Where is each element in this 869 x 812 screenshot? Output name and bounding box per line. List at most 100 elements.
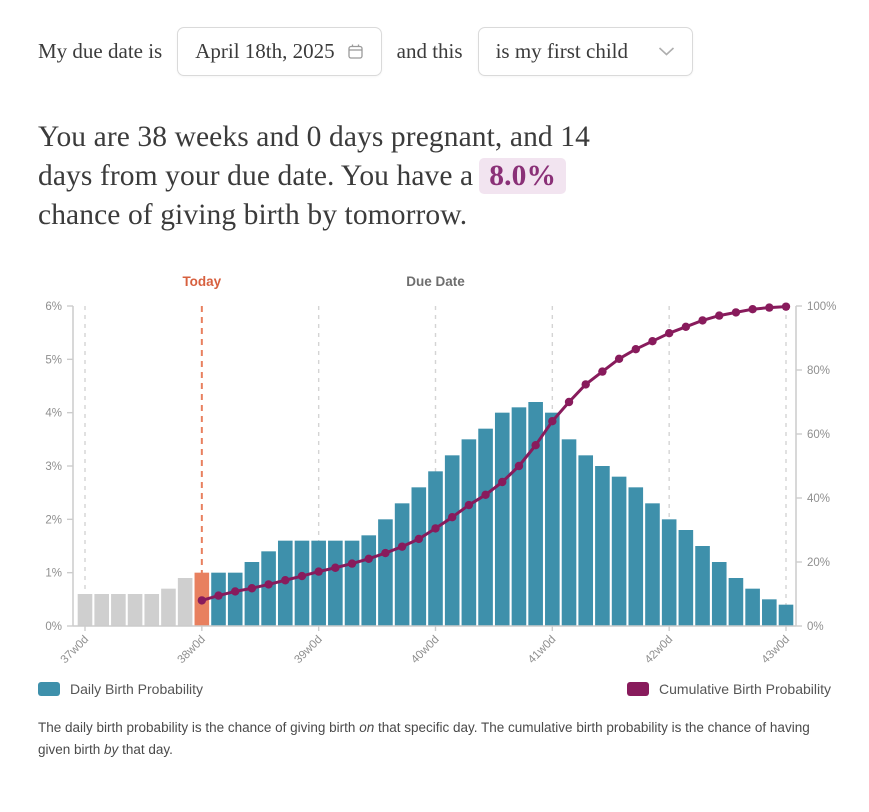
daily-probability-bar[interactable] (595, 465, 610, 626)
cumulative-point[interactable] (681, 322, 691, 331)
daily-probability-bar[interactable] (94, 593, 109, 626)
cumulative-point[interactable] (531, 440, 540, 450)
cumulative-point[interactable] (481, 490, 490, 499)
daily-probability-bar[interactable] (545, 412, 560, 626)
cumulative-point[interactable] (197, 596, 207, 605)
daily-probability-bar[interactable] (344, 540, 360, 626)
cumulative-point[interactable] (314, 567, 323, 576)
cumulative-point[interactable] (381, 548, 390, 558)
daily-probability-bar[interactable] (561, 439, 577, 626)
headline-line2: days from your due date. You have a (38, 159, 474, 192)
daily-probability-bar[interactable] (711, 561, 727, 626)
daily-probability-bar[interactable] (578, 455, 594, 626)
legend-cumulative: Cumulative Birth Probability (627, 681, 831, 697)
daily-probability-bar[interactable] (645, 503, 660, 626)
daily-probability-bar[interactable] (378, 519, 393, 626)
cumulative-point[interactable] (447, 512, 457, 522)
daily-probability-bar[interactable] (461, 439, 477, 626)
cumulative-point[interactable] (765, 303, 774, 312)
x-tick-label: 37w0d (59, 633, 91, 665)
cumulative-point[interactable] (715, 311, 724, 320)
daily-probability-bar[interactable] (294, 540, 310, 626)
cumulative-point[interactable] (414, 534, 424, 543)
daily-probability-bar[interactable] (127, 593, 143, 626)
cumulative-point[interactable] (231, 587, 240, 596)
daily-probability-bar[interactable] (661, 519, 677, 626)
daily-probability-bar[interactable] (778, 604, 794, 626)
cumulative-point[interactable] (347, 559, 357, 568)
daily-probability-bar[interactable] (328, 540, 343, 626)
cumulative-point[interactable] (698, 316, 707, 325)
left-tick-label: 3% (45, 461, 62, 473)
daily-probability-bar[interactable] (528, 401, 543, 626)
x-tick-label: 43w0d (760, 633, 792, 665)
first-child-select[interactable]: is my first child (477, 27, 693, 76)
daily-probability-bar[interactable] (444, 455, 460, 626)
daily-probability-bar[interactable] (77, 593, 93, 626)
daily-probability-bar[interactable] (728, 577, 744, 626)
cumulative-point[interactable] (247, 583, 257, 593)
cumulative-point[interactable] (748, 304, 757, 314)
cumulative-point[interactable] (731, 308, 741, 317)
cumulative-point[interactable] (631, 344, 640, 354)
due-date-input[interactable]: April 18th, 2025 (177, 27, 382, 76)
right-tick-label: 100% (807, 301, 836, 313)
chart-legend: Daily Birth Probability Cumulative Birth… (38, 681, 831, 697)
birth-probability-chart-svg: 0% 1% 2% 3% 4% 5% 6% 0% 20% 40% 60% 80% 100% 37w0d 38w… (45, 274, 836, 666)
cumulative-point[interactable] (514, 461, 524, 471)
cumulative-point[interactable] (648, 336, 657, 346)
cumulative-point[interactable] (564, 397, 574, 407)
right-tick-label: 20% (807, 557, 830, 569)
due-date-label: My due date is (38, 39, 163, 63)
left-tick-label: 6% (45, 301, 62, 313)
daily-probability-bar[interactable] (494, 412, 510, 626)
cumulative-point[interactable] (331, 563, 340, 572)
daily-probability-bar[interactable] (511, 407, 527, 626)
chart-footnote: The daily birth probability is the chanc… (38, 717, 831, 762)
footnote-part3: that day. (118, 742, 173, 758)
birth-probability-chart: 0% 1% 2% 3% 4% 5% 6% 0% 20% 40% 60% 80% 100% 37w0d 38w… (0, 269, 869, 671)
daily-probability-bar[interactable] (695, 545, 710, 626)
daily-probability-bar[interactable] (611, 476, 627, 626)
cumulative-point[interactable] (614, 354, 624, 363)
daily-probability-bar[interactable] (361, 535, 377, 626)
daily-probability-bar[interactable] (762, 599, 777, 626)
footnote-on: on (359, 719, 375, 735)
daily-probability-bar[interactable] (678, 529, 694, 626)
daily-probability-bar[interactable] (227, 572, 243, 626)
daily-probability-bar[interactable] (628, 487, 644, 626)
legend-cumulative-label: Cumulative Birth Probability (659, 680, 831, 697)
daily-probability-bar[interactable] (261, 551, 276, 626)
cumulative-point[interactable] (431, 524, 440, 533)
due-date-value: April 18th, 2025 (195, 39, 335, 63)
daily-probability-bar[interactable] (478, 428, 493, 626)
daily-probability-bar[interactable] (111, 593, 126, 626)
cumulative-point[interactable] (548, 416, 557, 426)
daily-probability-bar[interactable] (144, 593, 160, 626)
cumulative-point[interactable] (581, 380, 590, 389)
cumulative-point[interactable] (214, 591, 223, 600)
cumulative-point[interactable] (364, 554, 373, 563)
daily-probability-bar[interactable] (745, 588, 760, 626)
cumulative-point[interactable] (397, 542, 407, 551)
daily-probability-bar[interactable] (394, 503, 410, 626)
cumulative-point[interactable] (498, 477, 507, 487)
daily-probability-bar[interactable] (177, 577, 193, 626)
legend-daily-label: Daily Birth Probability (70, 680, 204, 697)
cumulative-point[interactable] (281, 575, 290, 585)
cumulative-point[interactable] (664, 328, 674, 338)
daily-probability-bar[interactable] (311, 540, 326, 626)
daily-probability-bar[interactable] (411, 487, 427, 626)
left-tick-label: 2% (45, 514, 62, 526)
cumulative-point[interactable] (464, 500, 474, 510)
cumulative-point[interactable] (598, 367, 607, 376)
daily-probability-bar[interactable] (161, 588, 176, 626)
cumulative-point[interactable] (264, 580, 273, 589)
cumulative-point[interactable] (781, 302, 791, 311)
daily-probability-bar[interactable] (428, 471, 443, 626)
daily-probability-bar[interactable] (244, 561, 260, 626)
calendar-icon (347, 43, 364, 60)
cumulative-point[interactable] (297, 571, 307, 581)
x-tick-label: 40w0d (409, 633, 441, 665)
due-date-controls: My due date is April 18th, 2025 and this… (38, 0, 831, 76)
